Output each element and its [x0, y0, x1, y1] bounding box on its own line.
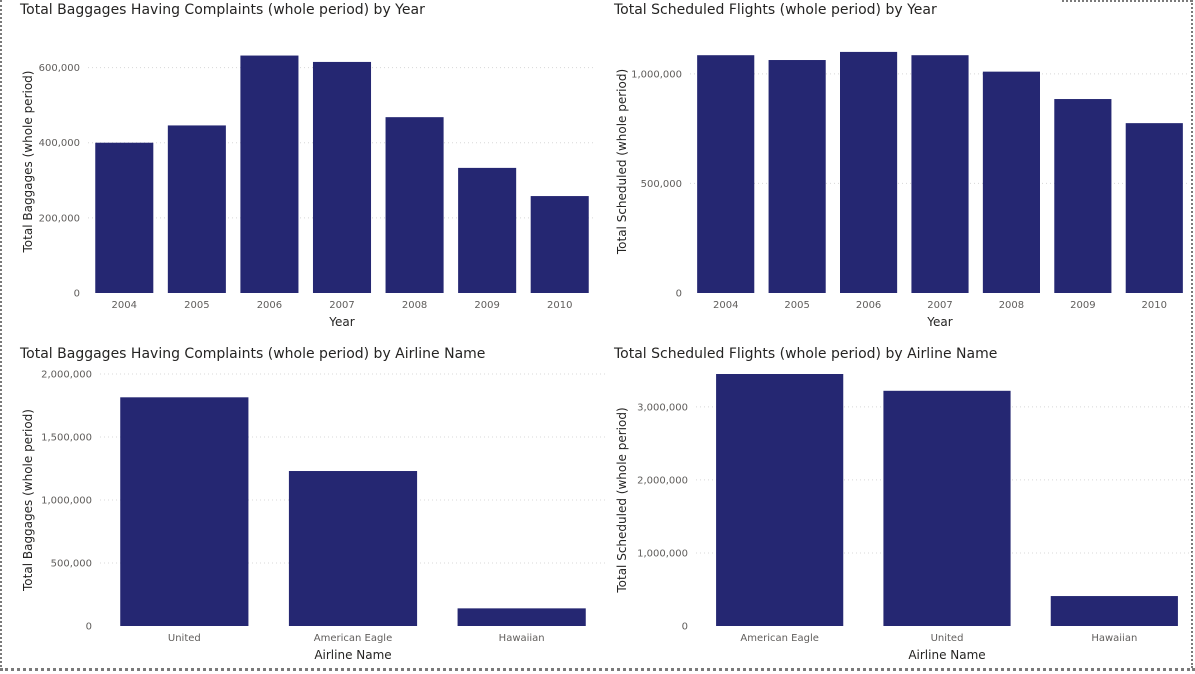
- bar-2009: [458, 167, 517, 293]
- bar-2008: [982, 71, 1040, 294]
- x-tick-label: 2008: [402, 300, 427, 311]
- chart-flights-by-airline[interactable]: Total Scheduled Flights (whole period) b…: [613, 344, 1195, 674]
- y-axis-title: Total Scheduled (whole period): [615, 407, 629, 593]
- x-tick-label: 2007: [329, 300, 354, 311]
- bar-hawaiian: [457, 608, 586, 626]
- canvas-top-border: [1062, 0, 1192, 2]
- bar-american-eagle: [288, 471, 418, 626]
- chart-svg: Total Baggages Having Complaints (whole …: [19, 346, 606, 662]
- y-tick-label: 1,000,000: [41, 496, 92, 507]
- chart-title: Total Baggages Having Complaints (whole …: [19, 346, 485, 362]
- y-axis-title: Total Baggages (whole period): [21, 409, 35, 592]
- bar-2010: [1125, 123, 1183, 293]
- x-tick-label: 2005: [784, 300, 809, 311]
- bar-2009: [1054, 99, 1112, 293]
- x-tick-label: 2007: [927, 300, 952, 311]
- bar-2007: [911, 55, 969, 294]
- bar-united: [883, 390, 1011, 626]
- chart-title: Total Scheduled Flights (whole period) b…: [613, 2, 937, 18]
- x-axis-title: Airline Name: [314, 648, 391, 662]
- bar-2008: [385, 117, 444, 293]
- y-tick-label: 0: [676, 289, 682, 300]
- x-axis-title: Year: [328, 315, 354, 329]
- bar-2004: [697, 55, 755, 294]
- y-tick-label: 2,000,000: [637, 475, 688, 486]
- y-tick-label: 200,000: [39, 213, 80, 224]
- x-axis-title: Airline Name: [908, 648, 985, 662]
- chart-title: Total Baggages Having Complaints (whole …: [19, 2, 425, 18]
- x-tick-label: 2009: [1070, 300, 1095, 311]
- chart-baggages-by-year[interactable]: Total Baggages Having Complaints (whole …: [19, 0, 600, 330]
- bar-2007: [312, 61, 372, 293]
- x-tick-label: 2010: [547, 300, 572, 311]
- bar-american-eagle: [716, 374, 844, 626]
- chart-svg: Total Baggages Having Complaints (whole …: [19, 2, 596, 329]
- x-tick-label: Hawaiian: [1091, 633, 1137, 644]
- chart-baggages-by-airline[interactable]: Total Baggages Having Complaints (whole …: [19, 344, 606, 674]
- bar-2006: [840, 51, 898, 293]
- y-tick-label: 500,000: [51, 559, 92, 570]
- y-tick-label: 600,000: [39, 63, 80, 74]
- chart-svg: Total Scheduled Flights (whole period) b…: [613, 346, 1195, 662]
- y-axis-title: Total Baggages (whole period): [21, 71, 35, 254]
- bar-2005: [768, 60, 826, 293]
- x-tick-label: United: [931, 633, 964, 644]
- y-tick-label: 500,000: [641, 179, 682, 190]
- bar-hawaiian: [1050, 596, 1178, 626]
- x-tick-label: 2006: [257, 300, 282, 311]
- y-tick-label: 0: [682, 622, 688, 633]
- y-tick-label: 400,000: [39, 138, 80, 149]
- y-tick-label: 1,000,000: [637, 548, 688, 559]
- y-tick-label: 1,000,000: [631, 69, 682, 80]
- x-tick-label: 2006: [856, 300, 881, 311]
- canvas-right-border: [1191, 0, 1193, 668]
- y-tick-label: 2,000,000: [41, 370, 92, 381]
- y-tick-label: 3,000,000: [637, 402, 688, 413]
- y-tick-label: 0: [86, 622, 92, 633]
- x-tick-label: American Eagle: [314, 633, 393, 644]
- y-tick-label: 1,500,000: [41, 433, 92, 444]
- x-tick-label: 2005: [184, 300, 209, 311]
- bar-united: [120, 397, 249, 626]
- x-tick-label: 2009: [474, 300, 499, 311]
- x-tick-label: 2004: [112, 300, 137, 311]
- chart-flights-by-year[interactable]: Total Scheduled Flights (whole period) b…: [613, 0, 1194, 330]
- bar-2006: [240, 55, 299, 294]
- x-tick-label: 2008: [999, 300, 1024, 311]
- chart-title: Total Scheduled Flights (whole period) b…: [613, 346, 997, 362]
- x-tick-label: American Eagle: [740, 633, 819, 644]
- bar-2004: [95, 142, 154, 293]
- x-axis-title: Year: [926, 315, 952, 329]
- chart-svg: Total Scheduled Flights (whole period) b…: [613, 2, 1190, 329]
- bar-2005: [167, 125, 226, 293]
- x-tick-label: United: [168, 633, 201, 644]
- y-axis-title: Total Scheduled (whole period): [615, 69, 629, 255]
- bar-2010: [530, 196, 589, 293]
- x-tick-label: 2010: [1142, 300, 1167, 311]
- x-tick-label: 2004: [713, 300, 738, 311]
- y-tick-label: 0: [74, 289, 80, 300]
- x-tick-label: Hawaiian: [499, 633, 545, 644]
